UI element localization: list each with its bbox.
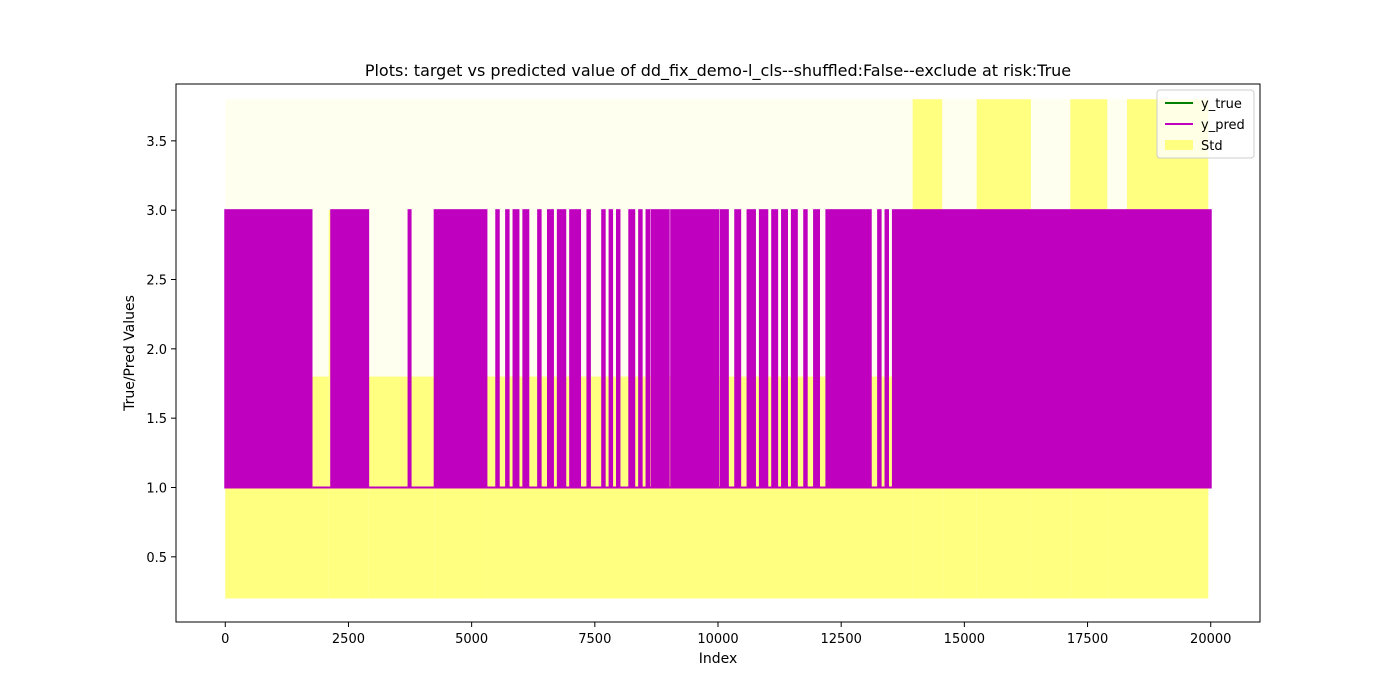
y-pred-segment-16 (628, 209, 636, 489)
y-pred-segment-1 (330, 209, 370, 489)
y-tick-label: 1.5 (146, 412, 167, 427)
y-pred-segment-18 (645, 209, 651, 489)
y-tick-label: 3.5 (146, 135, 167, 150)
y-pred-segment-11 (569, 209, 582, 489)
legend-label: Std (1201, 139, 1223, 154)
y-pred-segment-14 (608, 209, 614, 489)
x-axis: 0 2500 5000 7500 10000 12500 15000 17500 20000 (221, 622, 1231, 647)
y-pred-segment-4 (495, 209, 500, 489)
y-pred-segment-30 (825, 209, 872, 489)
y-tick-label: 3.0 (146, 204, 167, 219)
y-pred-segment-19 (650, 209, 670, 489)
x-tick-label: 15000 (944, 632, 985, 647)
y-pred-segment-22 (734, 209, 742, 489)
y-pred-segment-2 (407, 209, 412, 489)
y-pred-segment-17 (638, 209, 643, 489)
y-pred-segment-12 (586, 209, 591, 489)
y-axis-label: True/Pred Values (122, 295, 138, 412)
legend-label: y_true (1201, 97, 1242, 112)
chart-title: Plots: target vs predicted value of dd_f… (365, 61, 1071, 81)
x-axis-label: Index (699, 651, 738, 667)
y-pred-segment-8 (537, 209, 542, 489)
y-tick-label: 1.0 (146, 482, 167, 497)
x-tick-label: 17500 (1067, 632, 1108, 647)
y-pred-segment-28 (803, 209, 808, 489)
y-pred-segment-27 (790, 209, 798, 489)
y-pred-segment-9 (547, 209, 554, 489)
y-pred-segment-25 (771, 209, 779, 489)
y-tick-label: 2.0 (146, 343, 167, 358)
x-tick-label: 5000 (455, 632, 488, 647)
y-tick-label: 2.5 (146, 274, 167, 289)
y-pred-segment-21 (719, 209, 729, 489)
y-pred-segment-15 (615, 209, 621, 489)
y-pred-segment-23 (746, 209, 756, 489)
y-pred-segment-24 (758, 209, 769, 489)
y-pred-segment-6 (512, 209, 520, 489)
x-tick-label: 0 (221, 632, 229, 647)
x-tick-label: 7500 (578, 632, 611, 647)
y-pred-segment-10 (556, 209, 567, 489)
prediction-line-layer (224, 209, 1212, 489)
y-pred-segment-13 (601, 209, 606, 489)
x-tick-label: 2500 (332, 632, 365, 647)
y-pred-segment-0 (224, 209, 313, 489)
y-axis: 0.5 1.0 1.5 2.0 2.5 3.0 3.5 (146, 135, 176, 566)
y-pred-segment-20 (670, 209, 720, 489)
y-pred-segment-32 (884, 209, 889, 489)
y-pred-segment-26 (781, 209, 788, 489)
y-pred-segment-31 (877, 209, 882, 489)
y-tick-label: 0.5 (146, 551, 167, 566)
x-tick-label: 20000 (1190, 632, 1231, 647)
y-pred-segment-29 (813, 209, 821, 489)
legend-swatch-std (1165, 140, 1193, 150)
y-pred-segment-33 (891, 209, 1212, 489)
legend: y_true y_pred Std (1156, 89, 1255, 159)
legend-label: y_pred (1201, 118, 1245, 133)
x-tick-label: 10000 (697, 632, 738, 647)
y-pred-segment-5 (505, 209, 510, 489)
y-pred-segment-3 (433, 209, 488, 489)
y-pred-segment-7 (522, 209, 530, 489)
x-tick-label: 12500 (821, 632, 862, 647)
